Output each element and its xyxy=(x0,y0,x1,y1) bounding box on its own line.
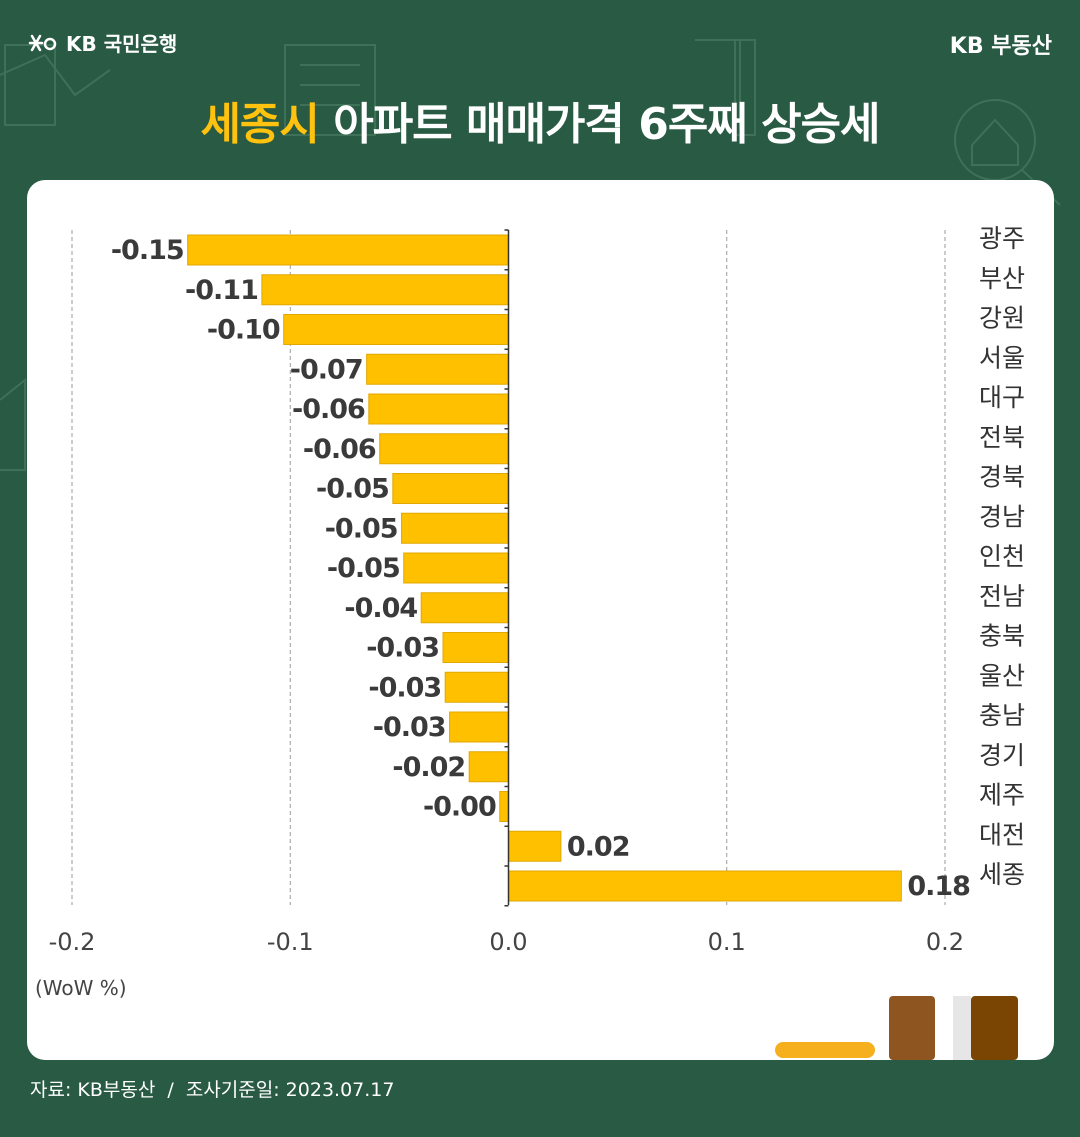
x-tick-label: 0.1 xyxy=(708,928,746,956)
bank-name: KB 국민은행 xyxy=(66,32,178,56)
category-label: 대전 xyxy=(979,820,1025,849)
bar xyxy=(368,393,509,425)
value-label: -0.05 xyxy=(327,553,400,584)
x-tick-label: -0.1 xyxy=(267,928,314,956)
bar xyxy=(403,552,509,584)
bar xyxy=(379,433,510,465)
decorative-pencil xyxy=(775,1042,875,1058)
bar xyxy=(261,274,509,306)
category-label: 경북 xyxy=(979,463,1025,492)
value-label: -0.06 xyxy=(303,434,376,465)
category-label: 경기 xyxy=(979,741,1025,770)
value-label: -0.03 xyxy=(373,712,446,743)
value-label: -0.15 xyxy=(111,235,184,266)
category-label: 서울 xyxy=(979,343,1025,372)
value-label: -0.02 xyxy=(392,752,465,783)
category-label: 전북 xyxy=(979,423,1025,452)
x-tick-label: -0.2 xyxy=(49,928,96,956)
value-label: -0.10 xyxy=(207,315,280,346)
value-label: -0.07 xyxy=(290,354,363,385)
decorative-book-page xyxy=(953,996,971,1060)
decorative-book xyxy=(971,996,1018,1060)
bar xyxy=(366,353,510,385)
value-label: -0.03 xyxy=(368,672,441,703)
footer-source: 자료: KB부동산 / 조사기준일: 2023.07.17 xyxy=(30,1075,400,1102)
survey-date: 조사기준일: 2023.07.17 xyxy=(185,1079,395,1101)
category-label: 제주 xyxy=(979,781,1025,810)
star-icon xyxy=(28,34,57,51)
category-label: 경남 xyxy=(979,502,1025,531)
title-rest: 아파트 매매가격 6주째 상승세 xyxy=(318,99,880,150)
category-label: 충북 xyxy=(979,622,1025,651)
bar xyxy=(401,512,509,544)
category-label: 울산 xyxy=(979,661,1025,690)
value-label: 0.18 xyxy=(907,871,970,902)
value-label: -0.05 xyxy=(325,513,398,544)
x-tick-label: 0.0 xyxy=(489,928,527,956)
source-separator: / xyxy=(167,1079,174,1101)
bar xyxy=(499,791,509,822)
decorative-book xyxy=(889,996,935,1060)
value-label: 0.02 xyxy=(567,831,630,862)
value-label: -0.00 xyxy=(423,792,496,823)
source-text: 자료: KB부동산 xyxy=(30,1079,156,1101)
title-highlight: 세종시 xyxy=(200,99,319,150)
chart-card: -0.15 광주 -0.11 부산 -0.10 강원 -0.07 서울 -0.06 대구 -0.06… xyxy=(27,180,1054,1060)
bar xyxy=(392,473,510,504)
kb-realestate-brand: KB 부동산 xyxy=(949,34,1052,59)
bar xyxy=(468,751,509,783)
value-label: -0.05 xyxy=(316,474,389,505)
category-label: 부산 xyxy=(979,264,1025,293)
category-label: 대구 xyxy=(979,383,1025,412)
bar xyxy=(187,234,510,266)
bar xyxy=(442,632,509,663)
bar xyxy=(283,314,510,345)
category-label: 인천 xyxy=(979,542,1025,571)
category-label: 전남 xyxy=(979,582,1025,611)
kb-bank-logo: KB 국민은행 xyxy=(26,28,177,57)
x-axis-unit-label: (WoW %) xyxy=(35,976,127,1000)
bar xyxy=(420,592,510,624)
bar xyxy=(508,830,562,862)
value-label: -0.11 xyxy=(185,275,258,306)
category-label: 세종 xyxy=(979,860,1025,889)
value-label: -0.06 xyxy=(292,394,365,425)
category-label: 충남 xyxy=(979,701,1025,730)
bar xyxy=(508,870,902,902)
category-label: 강원 xyxy=(979,304,1025,333)
bar-chart: -0.15 광주 -0.11 부산 -0.10 강원 -0.07 서울 -0.06 대구 -0.06… xyxy=(35,224,1025,1060)
x-tick-label: 0.2 xyxy=(926,928,964,956)
value-label: -0.04 xyxy=(344,593,417,624)
bar xyxy=(444,671,509,703)
category-label: 광주 xyxy=(979,224,1025,253)
page-title: 세종시 아파트 매매가격 6주째 상승세 xyxy=(0,88,1080,152)
value-label: -0.03 xyxy=(366,633,439,664)
bar xyxy=(449,711,510,743)
